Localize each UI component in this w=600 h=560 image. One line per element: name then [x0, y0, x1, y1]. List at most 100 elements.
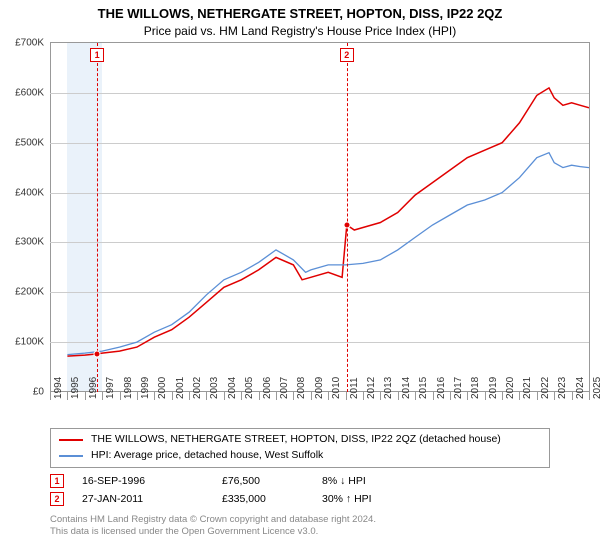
chart-title: THE WILLOWS, NETHERGATE STREET, HOPTON, …	[0, 0, 600, 21]
xtick	[67, 392, 68, 400]
xtick-label: 2011	[349, 377, 360, 399]
xtick	[137, 392, 138, 400]
xtick	[519, 392, 520, 400]
xtick-label: 2015	[418, 377, 429, 399]
xtick-label: 1994	[53, 377, 64, 399]
xtick-label: 2001	[175, 377, 186, 399]
xtick-label: 1997	[105, 377, 116, 399]
ytick-label: £600K	[15, 87, 50, 98]
xtick-label: 2004	[227, 377, 238, 399]
xtick	[537, 392, 538, 400]
ytick-label: £100K	[15, 337, 50, 348]
xtick-label: 1999	[140, 377, 151, 399]
xtick	[572, 392, 573, 400]
flag-label: 2	[340, 48, 354, 62]
plot-area: £0£100K£200K£300K£400K£500K£600K£700K12	[50, 42, 590, 392]
xtick-label: 2010	[331, 377, 342, 399]
xtick	[120, 392, 121, 400]
xtick-label: 2006	[262, 377, 273, 399]
flag-line	[347, 43, 348, 392]
sales-row: 2 27-JAN-2011 £335,000 30% ↑ HPI	[50, 490, 550, 508]
xtick	[154, 392, 155, 400]
sale-date: 16-SEP-1996	[82, 475, 222, 487]
xtick	[311, 392, 312, 400]
xtick	[485, 392, 486, 400]
sales-table: 1 16-SEP-1996 £76,500 8% ↓ HPI 2 27-JAN-…	[50, 472, 550, 508]
xtick	[589, 392, 590, 400]
xtick-label: 1998	[123, 377, 134, 399]
xtick-label: 2023	[557, 377, 568, 399]
flag-dot	[94, 350, 101, 357]
xtick-label: 2024	[575, 377, 586, 399]
xtick-label: 2013	[383, 377, 394, 399]
xtick	[276, 392, 277, 400]
xtick-label: 2025	[592, 377, 600, 399]
legend-swatch-property	[59, 439, 83, 441]
sale-delta: 8% ↓ HPI	[322, 475, 442, 487]
xtick	[206, 392, 207, 400]
ytick-label: £700K	[15, 38, 50, 49]
sale-price: £76,500	[222, 475, 322, 487]
xtick	[346, 392, 347, 400]
xtick-label: 2019	[488, 377, 499, 399]
chart-container: THE WILLOWS, NETHERGATE STREET, HOPTON, …	[0, 0, 600, 560]
xtick-label: 2017	[453, 377, 464, 399]
ytick-label: £200K	[15, 287, 50, 298]
sale-flag: 2	[50, 492, 64, 506]
xtick	[172, 392, 173, 400]
sale-price: £335,000	[222, 493, 322, 505]
xtick-label: 2008	[296, 377, 307, 399]
ytick-label: £300K	[15, 237, 50, 248]
xtick-label: 2018	[470, 377, 481, 399]
xtick	[415, 392, 416, 400]
legend-item-hpi: HPI: Average price, detached house, West…	[59, 448, 541, 464]
chart-subtitle: Price paid vs. HM Land Registry's House …	[0, 21, 600, 42]
xtick	[450, 392, 451, 400]
xtick	[293, 392, 294, 400]
sale-delta: 30% ↑ HPI	[322, 493, 442, 505]
sales-row: 1 16-SEP-1996 £76,500 8% ↓ HPI	[50, 472, 550, 490]
sale-date: 27-JAN-2011	[82, 493, 222, 505]
legend-label-property: THE WILLOWS, NETHERGATE STREET, HOPTON, …	[91, 432, 501, 448]
legend-item-property: THE WILLOWS, NETHERGATE STREET, HOPTON, …	[59, 432, 541, 448]
xtick	[328, 392, 329, 400]
chart-area: £0£100K£200K£300K£400K£500K£600K£700K12 …	[50, 42, 590, 422]
xtick-label: 2022	[540, 377, 551, 399]
xtick	[554, 392, 555, 400]
flag-label: 1	[90, 48, 104, 62]
xtick	[433, 392, 434, 400]
footer-attribution: Contains HM Land Registry data © Crown c…	[50, 514, 550, 539]
sale-flag: 1	[50, 474, 64, 488]
xtick	[102, 392, 103, 400]
xtick	[363, 392, 364, 400]
xtick-label: 1996	[88, 377, 99, 399]
ytick-label: £0	[33, 387, 50, 398]
xtick-label: 2003	[209, 377, 220, 399]
xtick	[398, 392, 399, 400]
xtick-label: 2005	[244, 377, 255, 399]
line-layer	[50, 43, 589, 392]
footer-line: This data is licensed under the Open Gov…	[50, 526, 550, 538]
series-line-property	[67, 88, 589, 356]
flag-line	[97, 43, 98, 392]
xtick	[502, 392, 503, 400]
xtick	[224, 392, 225, 400]
flag-dot	[343, 221, 350, 228]
xtick	[380, 392, 381, 400]
series-line-hpi	[67, 153, 589, 355]
xtick-label: 2016	[436, 377, 447, 399]
xtick-label: 2009	[314, 377, 325, 399]
xtick	[189, 392, 190, 400]
xtick-label: 2007	[279, 377, 290, 399]
xtick-label: 2000	[157, 377, 168, 399]
xtick	[85, 392, 86, 400]
xtick-label: 2021	[522, 377, 533, 399]
legend-box: THE WILLOWS, NETHERGATE STREET, HOPTON, …	[50, 428, 550, 468]
xtick-label: 2002	[192, 377, 203, 399]
xtick-label: 2020	[505, 377, 516, 399]
xtick-label: 2014	[401, 377, 412, 399]
footer-line: Contains HM Land Registry data © Crown c…	[50, 514, 550, 526]
xtick-label: 1995	[70, 377, 81, 399]
xtick	[259, 392, 260, 400]
legend-label-hpi: HPI: Average price, detached house, West…	[91, 448, 323, 464]
